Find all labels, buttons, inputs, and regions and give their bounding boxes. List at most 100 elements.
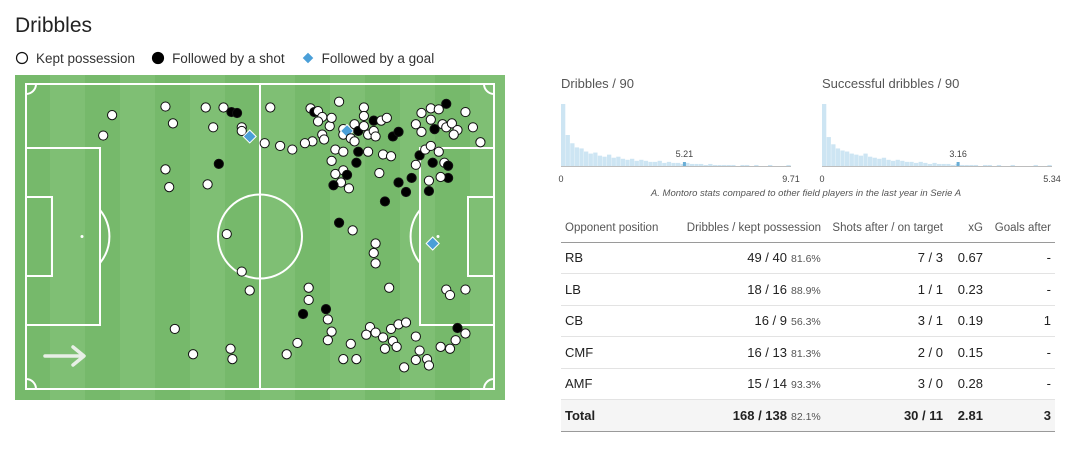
hist-bar	[593, 152, 598, 166]
hist-bar	[726, 164, 731, 166]
dribble-point-kept	[435, 341, 446, 353]
dribble-point-kept	[292, 337, 303, 349]
hist-bar	[657, 160, 662, 166]
legend-item-shot: Followed by a shot	[151, 51, 285, 66]
hist-bar	[1047, 164, 1052, 166]
dribble-point-kept	[370, 258, 381, 269]
dribble-points	[98, 96, 486, 373]
hist-bar	[740, 164, 745, 166]
hist-bar	[570, 143, 575, 166]
hist-bar	[895, 159, 900, 166]
dribble-point-kept	[202, 179, 213, 190]
cell-dribbles-value: 15 / 14	[747, 376, 787, 392]
hist-bar	[923, 162, 928, 166]
cell-position: CB	[561, 305, 673, 337]
dribble-point-kept	[303, 294, 314, 306]
cell-dribbles-value: 168 / 138	[732, 407, 787, 423]
cell-goals: -	[987, 336, 1055, 369]
cell-kept-pct: 81.3%	[791, 347, 821, 360]
dribble-point-kept	[385, 323, 397, 335]
cell-xg: 0.23	[947, 273, 987, 306]
hist-bar	[946, 163, 951, 166]
hist-bar	[786, 164, 791, 166]
hist-bar	[987, 164, 992, 166]
dribble-point-kept	[410, 354, 421, 366]
goal-marker-icon	[300, 51, 315, 65]
hist-bar	[872, 157, 877, 166]
dribble-point-kept	[221, 228, 232, 240]
dribble-point-kept	[275, 140, 286, 152]
dribble-point-shot	[333, 217, 345, 228]
hist-min-label: 0	[819, 174, 824, 184]
dribble-point-kept	[358, 110, 369, 122]
table-header-row: Opponent position Dribbles / kept posses…	[561, 214, 1055, 243]
dribble-point-kept	[236, 125, 247, 137]
dribble-point-kept	[414, 345, 425, 356]
hist-bar	[835, 148, 841, 166]
cell-dribbles: 168 / 138 82.1%	[673, 399, 825, 432]
header-dribbles: Dribbles / kept possession	[673, 214, 825, 243]
hist-bar	[904, 161, 910, 166]
dribble-point-kept	[400, 317, 412, 328]
cell-dribbles: 18 / 16 88.9%	[673, 273, 825, 306]
dribble-point-kept	[160, 101, 171, 112]
hist-bar	[584, 151, 589, 166]
cell-kept-pct: 81.6%	[791, 253, 821, 266]
table-row: CB 16 / 9 56.3% 3 / 1 0.19 1	[561, 305, 1055, 337]
dribble-point-kept	[299, 138, 311, 149]
cell-dribbles-value: 49 / 40	[747, 250, 787, 266]
hist-bar	[840, 150, 845, 166]
dribble-point-kept	[374, 167, 385, 179]
legend: Kept possession Followed by a shot Follo…	[15, 49, 450, 67]
dribble-point-kept	[312, 116, 324, 127]
header-goals: Goals after	[987, 214, 1055, 243]
hist-bar	[712, 164, 718, 166]
hist-bar	[639, 159, 644, 166]
cell-goals: -	[987, 242, 1055, 274]
hist-bar	[574, 147, 580, 166]
dribble-point-kept	[351, 354, 362, 365]
header-xg: xG	[947, 214, 987, 243]
hist-bar	[900, 160, 905, 166]
dribble-point-shot	[406, 172, 417, 184]
dribble-point-kept	[333, 96, 345, 107]
dribble-point-kept	[281, 349, 292, 360]
hist-bar	[927, 163, 933, 166]
dribble-point-kept	[345, 338, 356, 349]
hist-bar	[703, 164, 708, 166]
hist-bar	[950, 164, 956, 166]
dribble-point-kept	[330, 168, 341, 180]
legend-item-goal: Followed by a goal	[300, 50, 435, 66]
hist-player-value: 3.16	[949, 149, 967, 159]
dribble-point-kept	[370, 131, 381, 142]
hist-bar	[960, 164, 965, 166]
dribble-point-kept	[303, 282, 314, 293]
hist-bar	[611, 157, 616, 166]
dribble-point-kept	[363, 146, 374, 157]
dribble-point-shot	[393, 126, 404, 137]
hist-bar	[996, 164, 1002, 166]
hist-bar	[973, 164, 979, 166]
dribble-point-kept	[361, 329, 372, 340]
dribble-point-kept	[160, 164, 171, 175]
dribble-point-kept	[460, 328, 471, 339]
cell-position: Total	[561, 399, 673, 432]
hist-bar	[602, 156, 607, 166]
hist-bar	[937, 163, 942, 166]
hist-bar	[914, 162, 919, 166]
dribble-point-kept	[384, 282, 395, 293]
dribble-point-shot	[452, 322, 463, 334]
cell-dribbles-value: 16 / 9	[754, 313, 787, 329]
dribble-point-shot	[393, 177, 404, 188]
hist-bar	[826, 137, 831, 166]
hist-max-label: 5.34	[1043, 174, 1061, 184]
hist-player-marker	[682, 162, 686, 166]
cell-shots: 1 / 1	[825, 273, 947, 306]
hist-bar	[634, 160, 639, 166]
hist-bar	[868, 156, 873, 166]
hist-bar	[699, 163, 704, 166]
dribble-point-kept	[287, 144, 298, 155]
hist-bar	[909, 161, 914, 166]
legend-label-goal: Followed by a goal	[321, 50, 435, 66]
dribble-point-kept	[423, 360, 435, 371]
